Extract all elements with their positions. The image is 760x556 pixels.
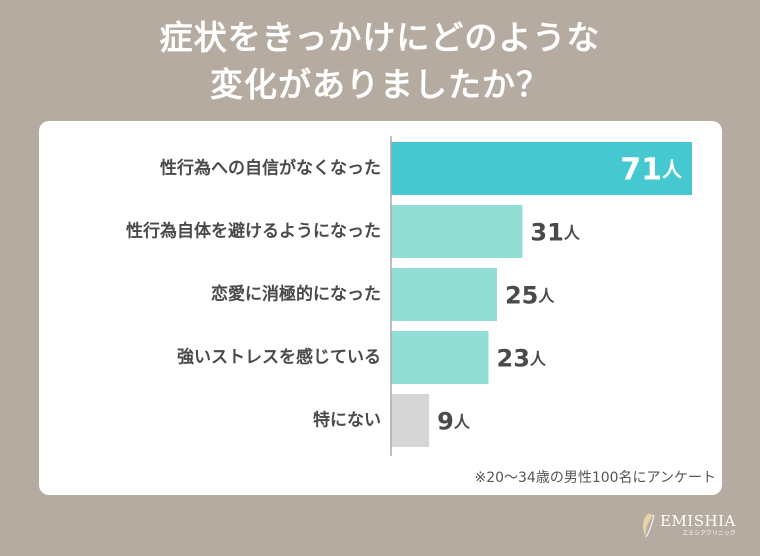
value-number-4: 9 [437,408,454,436]
value-unit-1: 人 [564,223,581,242]
value-number-0: 71 [620,152,662,187]
chart-title-line-1: 症状をきっかけにどのような [159,18,601,57]
category-label-4: 特にない [313,410,381,431]
chart-title-line-2: 変化がありましたか？ [210,65,550,104]
value-unit-4: 人 [454,412,471,431]
logo-name: EMISHIA [660,511,736,530]
value-label-4: 9人 [437,408,471,436]
bar-1 [391,205,523,258]
value-unit-2: 人 [538,286,555,305]
value-label-0: 71人 [620,152,683,187]
category-label-1: 性行為自体を避けるようになった [126,221,381,242]
bar-0 [391,142,692,195]
value-label-1: 31人 [530,219,580,247]
value-number-2: 25 [505,282,538,310]
bar-3 [391,331,489,384]
survey-footnote: ※20～34歳の男性100名にアンケート [474,470,716,486]
category-label-3: 強いストレスを感じている [177,347,381,368]
value-label-3: 23人 [497,345,547,373]
value-number-3: 23 [497,345,530,373]
category-label-0: 性行為への自信がなくなった [160,158,381,179]
emishia-logo: EMISHIA エミシアクリニック [640,512,736,538]
value-label-2: 25人 [505,282,555,310]
bar-4 [391,394,430,447]
logo-subtitle: エミシアクリニック [682,529,736,537]
bar-2 [391,268,497,321]
value-unit-0: 人 [662,158,683,182]
leaf-icon [642,513,655,538]
category-label-2: 恋愛に消極的になった [211,284,381,305]
value-number-1: 31 [530,219,563,247]
chart-title: 症状をきっかけにどのような 変化がありましたか？ [0,14,760,108]
value-unit-3: 人 [530,349,547,368]
